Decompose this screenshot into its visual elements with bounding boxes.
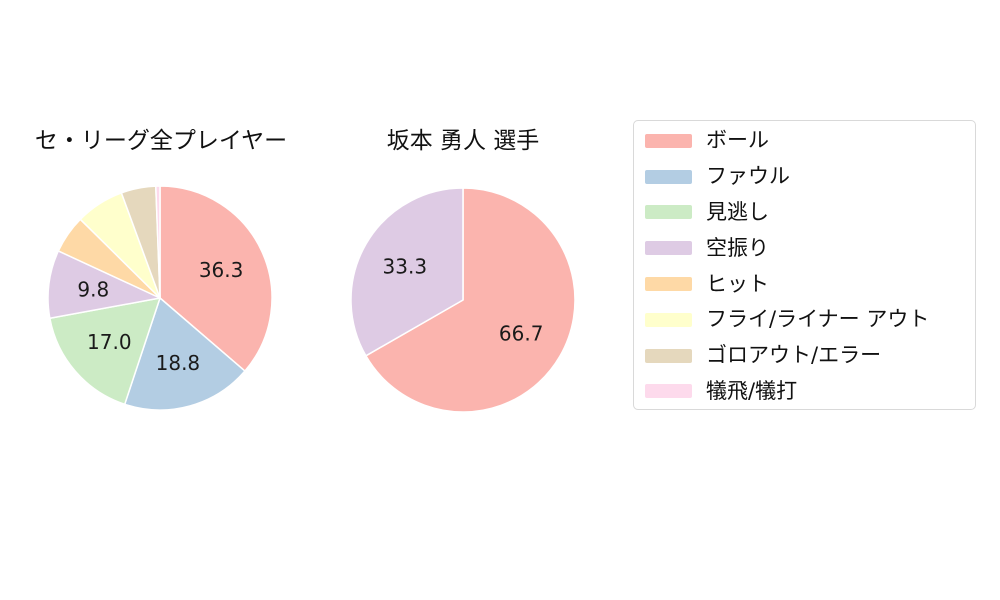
pie-slice-ball[interactable] — [365, 187, 576, 413]
pie-slice-value-label-foul: 18.8 — [156, 351, 201, 375]
legend-item-ball[interactable]: ボール — [634, 123, 975, 159]
legend-item-label: ボール — [706, 128, 769, 153]
hit-swatch-icon — [645, 277, 692, 292]
league-pie-chart: 36.3 18.8 17.0 9.8 — [47, 185, 273, 411]
pie-slice-value-label-ball: 66.7 — [499, 322, 544, 346]
legend-item-label: 空振り — [706, 235, 769, 260]
pie-slice-foul[interactable] — [123, 297, 246, 411]
ball-swatch-icon — [645, 133, 692, 148]
legend-item-label: 犠飛/犠打 — [706, 378, 798, 403]
player-pie-title: 坂本 勇人 選手 — [386, 128, 540, 154]
legend-item-sac-fly-bunt[interactable]: 犠飛/犠打 — [634, 374, 975, 410]
sac-fly-bunt-swatch-icon — [645, 384, 692, 399]
fly-liner-out-swatch-icon — [645, 312, 692, 327]
league-pie-title: セ・リーグ全プレイヤー — [34, 128, 288, 154]
player-pie-chart: 66.7 33.3 — [350, 187, 576, 413]
legend-item-foul[interactable]: ファウル — [634, 159, 975, 195]
ground-out-error-swatch-icon — [645, 348, 692, 363]
legend-item-label: ヒット — [706, 271, 769, 296]
pie-slice-value-label-called-strike: 17.0 — [87, 330, 132, 354]
pie-slice-ball[interactable] — [159, 185, 273, 372]
foul-swatch-icon — [645, 169, 692, 184]
pie-slice-swinging-strike[interactable] — [350, 187, 464, 357]
legend: ボール ファウル 見逃し 空振り ヒット フライ/ライナー アウト ゴロアウト/… — [633, 120, 976, 410]
pie-slice-value-label-swinging-strike: 33.3 — [383, 254, 428, 278]
legend-item-fly-liner-out[interactable]: フライ/ライナー アウト — [634, 302, 975, 338]
legend-item-swinging-strike[interactable]: 空振り — [634, 230, 975, 266]
called-strike-swatch-icon — [645, 205, 692, 220]
pie-slice-value-label-swinging-strike: 9.8 — [77, 278, 109, 302]
legend-item-ground-out-error[interactable]: ゴロアウト/エラー — [634, 338, 975, 374]
swinging-strike-swatch-icon — [645, 241, 692, 256]
pie-slice-sac-fly-bunt[interactable] — [155, 185, 161, 299]
legend-item-label: ゴロアウト/エラー — [706, 343, 882, 368]
legend-item-label: ファウル — [706, 164, 790, 189]
pie-slice-called-strike[interactable] — [49, 297, 161, 406]
legend-item-called-strike[interactable]: 見逃し — [634, 195, 975, 231]
pie-slice-value-label-ball: 36.3 — [199, 258, 244, 282]
legend-item-hit[interactable]: ヒット — [634, 266, 975, 302]
legend-item-label: 見逃し — [706, 199, 769, 224]
legend-item-label: フライ/ライナー アウト — [706, 307, 930, 332]
